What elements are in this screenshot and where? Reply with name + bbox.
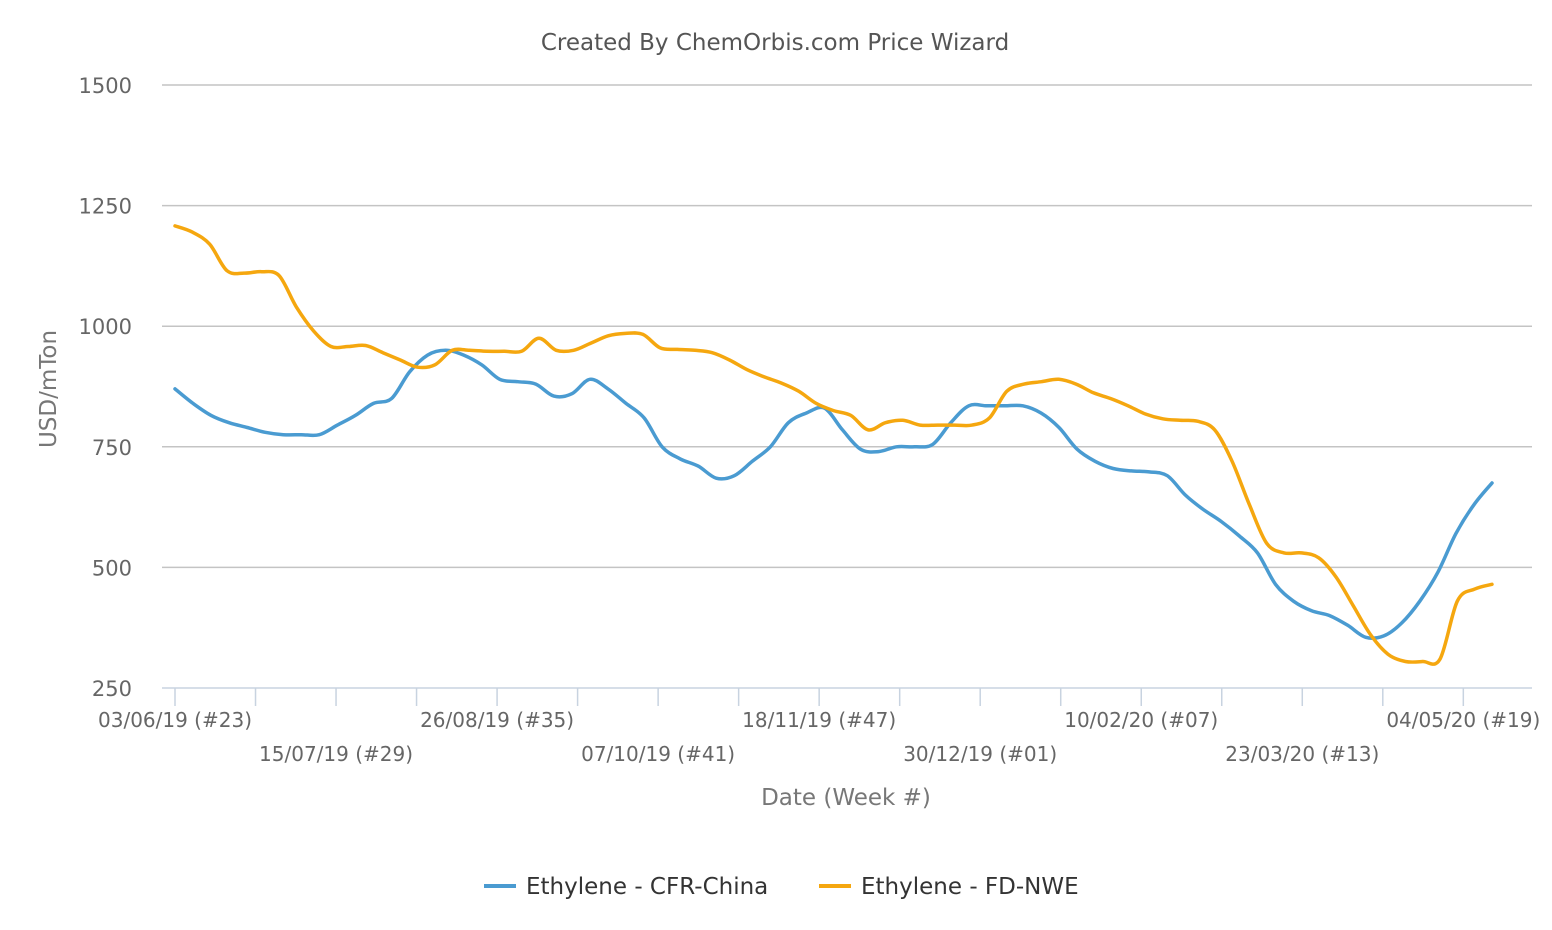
x-tick-label: 15/07/19 (#29)	[259, 742, 413, 766]
x-tick-label: 04/05/20 (#19)	[1386, 708, 1540, 732]
legend-label: Ethylene - CFR-China	[526, 874, 768, 900]
x-tick-label: 07/10/19 (#41)	[581, 742, 735, 766]
x-axis-ticks: 03/06/19 (#23) 15/07/19 (#29) 26/08/19 (#3…	[98, 688, 1540, 766]
y-tick-label: 1500	[79, 74, 132, 98]
x-tick-label: 23/03/20 (#13)	[1225, 742, 1379, 766]
series-line-cfr-china	[173, 348, 1494, 641]
y-tick-label: 1000	[79, 315, 132, 339]
series-lines	[173, 224, 1494, 666]
y-tick-label: 1250	[79, 195, 132, 219]
y-tick-label: 500	[92, 556, 132, 580]
y-tick-label: 750	[92, 436, 132, 460]
x-tick-label: 10/02/20 (#07)	[1064, 708, 1218, 732]
legend-label: Ethylene - FD-NWE	[861, 874, 1079, 900]
x-tick-label: 26/08/19 (#35)	[420, 708, 574, 732]
legend: Ethylene - CFR-China Ethylene - FD-NWE	[484, 874, 1079, 900]
y-axis-ticks: 250 500 750 1000 1250 1500	[79, 74, 132, 701]
x-tick-label: 30/12/19 (#01)	[903, 742, 1057, 766]
grid-lines	[162, 84, 1532, 569]
x-tick-label: 18/11/19 (#47)	[742, 708, 896, 732]
chart-title: Created By ChemOrbis.com Price Wizard	[541, 30, 1009, 56]
series-line-fd-nwe	[173, 224, 1494, 666]
x-axis-label: Date (Week #)	[761, 785, 931, 811]
x-tick-label: 03/06/19 (#23)	[98, 708, 252, 732]
y-axis-label: USD/mTon	[36, 330, 62, 448]
y-tick-label: 250	[92, 677, 132, 701]
